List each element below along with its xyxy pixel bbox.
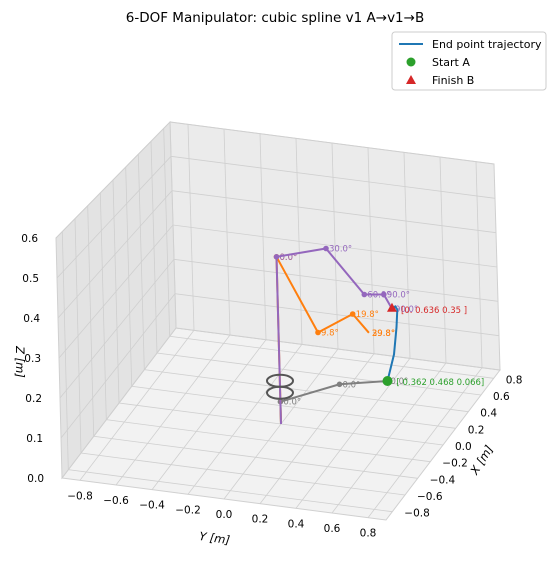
y-tick-label: −0.4 bbox=[139, 500, 165, 512]
legend-start-swatch bbox=[406, 57, 416, 67]
z-tick-label: 0.6 bbox=[21, 233, 38, 245]
x-tick-label: −0.8 bbox=[404, 508, 430, 520]
arm-finish-angle-label: 0.0° bbox=[280, 253, 298, 263]
arm-finish-joint bbox=[323, 245, 329, 252]
arm-via-joint bbox=[315, 329, 321, 336]
grid-line bbox=[55, 121, 495, 239]
arm-start-angle-label: 0.0° bbox=[343, 380, 361, 390]
x-tick-label: 0.8 bbox=[506, 374, 523, 386]
arm-via-angle-label: 19.8° bbox=[356, 310, 379, 320]
x-tick-label: −0.2 bbox=[442, 458, 468, 470]
z-axis-label: Z [m] bbox=[13, 345, 27, 378]
legend-frame bbox=[391, 31, 547, 91]
legend-finish-label: Finish B bbox=[432, 74, 474, 87]
z-tick-label: 0.1 bbox=[26, 433, 43, 445]
z-tick-label: 0.4 bbox=[23, 313, 40, 325]
arm-finish-angle-label: 90.0° bbox=[395, 305, 418, 315]
grid-line bbox=[57, 190, 497, 319]
arm-start-angle-label: 0.0° bbox=[391, 377, 409, 387]
plot-data: 0.0°0.0° 0.0°0.0°9.8°19.8°29.8°39.8°0.0°3… bbox=[266, 245, 485, 425]
y-tick-label: 0.2 bbox=[252, 514, 269, 526]
finish-coordinate-label: [0. 0.636 0.35 ] bbox=[401, 306, 467, 316]
x-tick-label: 0.0 bbox=[455, 441, 472, 453]
x-tick-label: 0.2 bbox=[468, 424, 485, 436]
arm-via-angle-label: 0.0° bbox=[280, 253, 298, 263]
y-tick-label: −0.2 bbox=[175, 504, 201, 516]
y-tick-label: −0.8 bbox=[67, 490, 93, 502]
start-marker bbox=[382, 376, 393, 386]
grid-line bbox=[56, 155, 496, 279]
z-tick-label: 0.0 bbox=[27, 473, 44, 485]
arm-finish-angle-label: 30.0° bbox=[329, 245, 352, 255]
grid-line bbox=[60, 293, 500, 439]
x-tick-label: 0.6 bbox=[493, 391, 510, 403]
tick-labels: −0.8 −0.6 −0.4 −0.2 0.0 0.2 0.4 0.6 0.8−0.8−0.6−… bbox=[21, 233, 522, 540]
arm-via-joint bbox=[349, 311, 356, 317]
z-tick-label: 0.5 bbox=[22, 273, 39, 285]
y-tick-label: 0.4 bbox=[288, 518, 305, 530]
grid-lines bbox=[55, 121, 501, 518]
arm-finish-joint bbox=[361, 291, 368, 298]
y-axis-label: Y [m] bbox=[198, 529, 231, 547]
grid-line bbox=[59, 258, 499, 399]
z-tick-label: 0.2 bbox=[25, 393, 42, 405]
y-tick-label: 0.6 bbox=[324, 523, 341, 535]
chart-title: 6-DOF Manipulator: cubic spline v1 A→v1→… bbox=[126, 10, 424, 26]
arm-finish-joint bbox=[381, 291, 387, 298]
arm-finish-joint bbox=[273, 253, 280, 260]
x-tick-label: 0.4 bbox=[480, 408, 497, 420]
legend-trajectory-label: End point trajectory bbox=[432, 38, 542, 51]
arm-via-angle-label: 9.8° bbox=[321, 329, 339, 339]
x-tick-label: −0.6 bbox=[417, 491, 443, 503]
grid-line bbox=[61, 327, 501, 479]
finish-marker bbox=[386, 302, 397, 312]
z-tick-label: 0.3 bbox=[24, 353, 41, 365]
base-coil bbox=[266, 385, 294, 400]
y-tick-label: −0.6 bbox=[103, 495, 129, 507]
trajectory-line bbox=[386, 304, 399, 382]
y-tick-label: 0.8 bbox=[360, 528, 377, 540]
arm-start-joint bbox=[336, 381, 343, 388]
legend-finish-swatch bbox=[406, 75, 416, 84]
start-coordinate-label: [ 0.362 0.468 0.066] bbox=[397, 378, 485, 388]
grid-line bbox=[58, 224, 498, 359]
arm-start-angle-label: 0.0° bbox=[283, 398, 301, 408]
arm-via-angle-label: 39.8° bbox=[372, 329, 395, 339]
legend: End point trajectory Start A Finish B bbox=[391, 31, 547, 91]
arm-via-angle-label: 29.8° bbox=[372, 329, 395, 339]
y-tick-label: 0.0 bbox=[216, 509, 233, 521]
arm-finish-angle-label: 60.0° bbox=[367, 291, 390, 301]
legend-start-label: Start A bbox=[432, 56, 470, 69]
x-tick-label: −0.4 bbox=[430, 474, 456, 486]
arm-finish-angle-label: 90.0° bbox=[387, 291, 410, 301]
